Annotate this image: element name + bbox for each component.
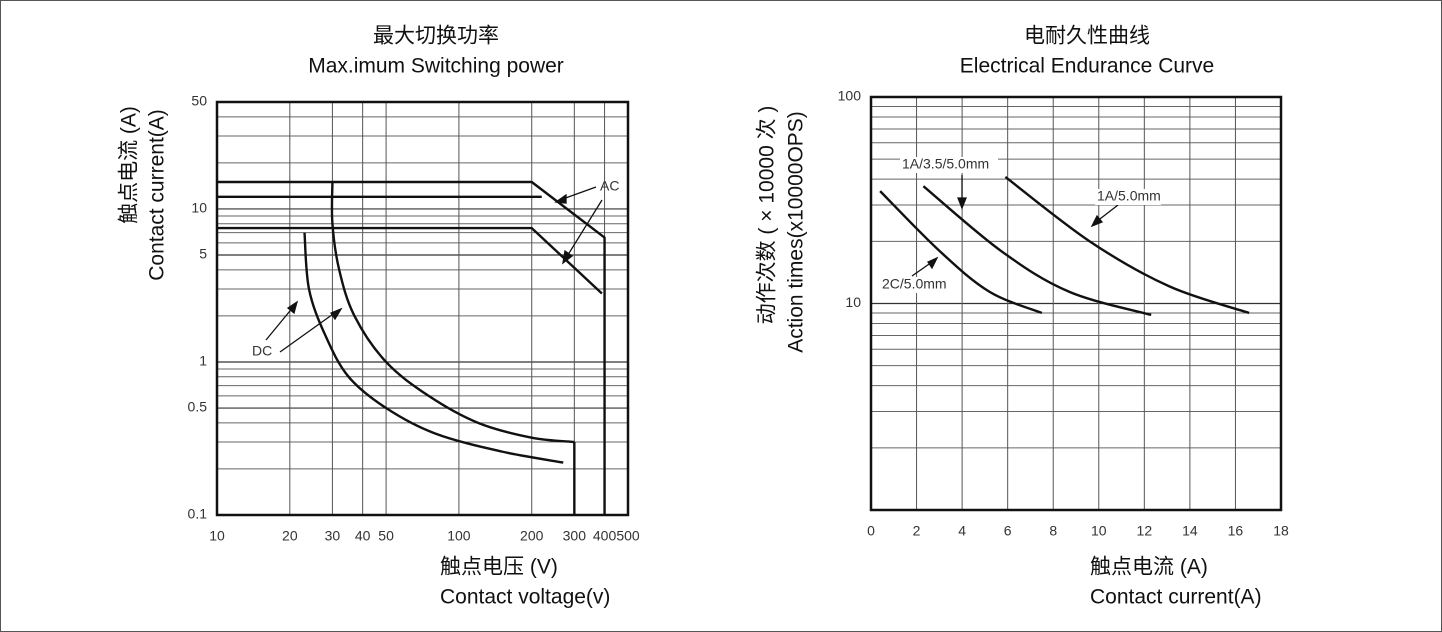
series-line (879, 190, 1043, 315)
chart-subtitle: Max.imum Switching power (308, 55, 564, 78)
x-tick-label: 16 (1228, 523, 1244, 539)
x-tick-label: 2 (913, 523, 921, 539)
series-line (330, 182, 575, 444)
series-line (303, 232, 564, 464)
annotation: DC (252, 343, 272, 359)
y-axis-label: 触点电流 (A) (118, 106, 141, 224)
x-tick-label: 12 (1137, 523, 1153, 539)
series-line (922, 185, 1152, 317)
x-tick-label: 500 (616, 528, 640, 544)
x-tick-label: 10 (1091, 523, 1107, 539)
y-axis-label: Contact current(A) (146, 109, 169, 281)
series-label: 1A/3.5/5.0mm (902, 156, 989, 172)
x-tick-label: 18 (1273, 523, 1289, 539)
y-tick-label: 5 (199, 246, 207, 262)
y-tick-label: 1 (199, 353, 207, 369)
chart-subtitle: Electrical Endurance Curve (960, 55, 1214, 78)
x-axis-label: 触点电流 (A) (1090, 556, 1208, 579)
x-axis-label: 触点电压 (V) (440, 556, 558, 579)
x-tick-label: 8 (1049, 523, 1057, 539)
label-bg (900, 157, 998, 173)
annotation: AC (600, 178, 619, 194)
series-line (1004, 176, 1250, 315)
series-label: 1A/5.0mm (1097, 188, 1161, 204)
x-tick-label: 40 (355, 528, 371, 544)
y-axis-label: Action times(x10000OPS) (785, 111, 808, 353)
series-label: 2C/5.0mm (882, 276, 947, 292)
plot-frame (215, 100, 630, 517)
x-tick-label: 50 (378, 528, 394, 544)
plot: 10 100 0 2 4 6 8 10 12 14 16 18 (838, 88, 1289, 539)
x-axis-label: Contact voltage(v) (440, 586, 610, 609)
x-tick-label: 4 (958, 523, 966, 539)
y-tick-label: 10 (845, 294, 861, 310)
y-tick-label: 10 (191, 200, 207, 216)
x-tick-label: 30 (325, 528, 341, 544)
x-tick-label: 400 (593, 528, 617, 544)
x-tick-label: 0 (867, 523, 875, 539)
y-tick-label: 0.1 (188, 506, 208, 522)
y-tick-label: 100 (838, 88, 862, 104)
y-tick-label: 50 (191, 93, 207, 109)
chart-title: 最大切换功率 (373, 25, 499, 48)
x-tick-label: 200 (520, 528, 544, 544)
x-tick-label: 14 (1182, 523, 1198, 539)
label-bg (1095, 189, 1161, 205)
label-arrows (911, 175, 1119, 277)
x-tick-label: 300 (563, 528, 587, 544)
annotation-arrows (265, 186, 603, 353)
label-bg (880, 277, 958, 293)
plot-frame (869, 95, 1283, 512)
y-tick-label: 0.5 (188, 399, 208, 415)
series-line (217, 180, 606, 515)
x-tick-label: 10 (209, 528, 225, 544)
x-tick-label: 20 (282, 528, 298, 544)
chart-title: 电耐久性曲线 (1024, 25, 1150, 48)
x-axis-label: Contact current(A) (1090, 586, 1262, 609)
x-tick-label: 6 (1004, 523, 1012, 539)
y-axis-label: 动作次数 ( × 10000 次 ) (756, 106, 779, 325)
x-tick-label: 100 (447, 528, 471, 544)
series-line (217, 226, 603, 295)
